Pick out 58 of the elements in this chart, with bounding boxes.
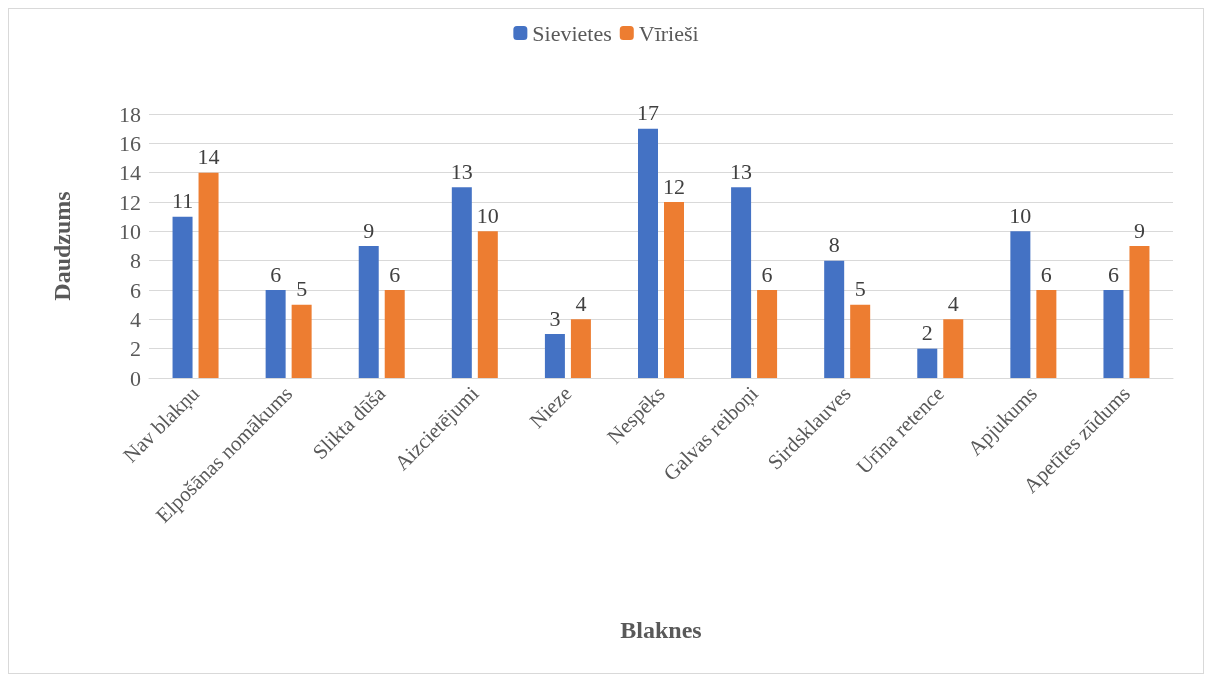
data-label: 3 [549, 305, 561, 331]
data-label: 17 [637, 100, 659, 126]
data-label: 6 [1107, 261, 1119, 287]
data-label: 14 [197, 144, 220, 170]
bar [198, 172, 219, 378]
bar [731, 187, 752, 378]
data-label: 13 [450, 158, 473, 184]
data-label: 6 [1040, 261, 1052, 287]
data-label: 10 [1009, 202, 1032, 228]
data-label: 6 [270, 261, 282, 287]
bar [664, 202, 684, 378]
data-label: 9 [1133, 217, 1145, 243]
y-tick-label: 6 [130, 277, 141, 303]
y-tick-label: 16 [119, 130, 141, 156]
bar [1129, 246, 1150, 378]
y-axis-title: Daudzums [49, 191, 75, 301]
bar [917, 348, 938, 378]
data-label: 10 [476, 202, 499, 228]
data-label: 4 [575, 290, 587, 316]
data-label: 5 [854, 276, 866, 302]
bar [1036, 290, 1057, 378]
data-label: 5 [296, 276, 308, 302]
y-tick-label: 10 [119, 218, 141, 244]
bar [757, 290, 778, 378]
y-tick-label: 14 [119, 160, 141, 186]
bar [943, 319, 964, 378]
data-label: 2 [921, 320, 933, 346]
bar [265, 290, 286, 378]
y-tick-label: 2 [130, 336, 141, 362]
bar [451, 187, 472, 378]
data-label: 9 [363, 217, 375, 243]
legend-label: Vīrieši [638, 20, 699, 46]
bar [544, 334, 565, 378]
data-label: 11 [171, 188, 194, 214]
x-axis-title: Blaknes [620, 617, 702, 643]
bar [358, 246, 379, 378]
bar [824, 260, 845, 378]
data-label: 13 [730, 158, 753, 184]
y-tick-label: 12 [119, 189, 141, 215]
bar [1103, 290, 1124, 378]
bar [384, 290, 405, 378]
bar [1010, 231, 1031, 378]
data-label: 4 [947, 290, 959, 316]
y-tick-label: 8 [130, 248, 141, 274]
bar [291, 304, 312, 378]
data-label: 8 [828, 232, 840, 258]
bar [477, 231, 498, 378]
legend-label: Sievietes [532, 20, 612, 46]
bar [638, 128, 658, 378]
bar [570, 319, 591, 378]
bar [850, 304, 871, 378]
bar [172, 216, 193, 378]
y-tick-label: 0 [130, 365, 141, 391]
y-tick-label: 18 [119, 101, 141, 127]
data-label: 12 [663, 173, 685, 199]
y-tick-label: 4 [130, 306, 141, 332]
data-label: 6 [761, 261, 773, 287]
data-label: 6 [389, 261, 401, 287]
